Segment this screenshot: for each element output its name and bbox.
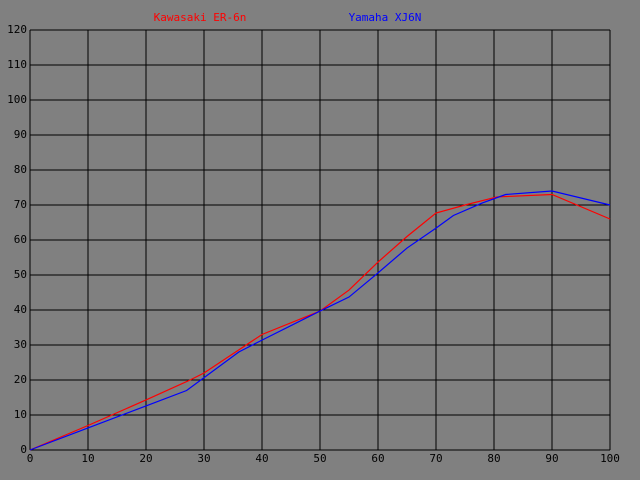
line: [29, 190, 611, 451]
y-tick-label: 100: [7, 93, 27, 106]
x-tick-label: 20: [139, 452, 152, 465]
legend-entry: Kawasaki ER-6n: [154, 11, 247, 24]
y-tick-label: 0: [20, 443, 27, 456]
x-tick-label: 70: [429, 452, 442, 465]
line: [29, 193, 611, 451]
y-tick-label: 60: [14, 233, 27, 246]
y-tick-label: 120: [7, 23, 27, 36]
y-tick-label: 110: [7, 58, 27, 71]
x-tick-label: 50: [313, 452, 326, 465]
y-tick-label: 20: [14, 373, 27, 386]
x-tick-label: 80: [487, 452, 500, 465]
x-tick-label: 0: [27, 452, 34, 465]
y-tick-label: 30: [14, 338, 27, 351]
y-tick-label: 70: [14, 198, 27, 211]
y-tick-label: 50: [14, 268, 27, 281]
y-tick-label: 40: [14, 303, 27, 316]
x-tick-label: 90: [545, 452, 558, 465]
x-tick-label: 100: [600, 452, 620, 465]
x-tick-label: 60: [371, 452, 384, 465]
y-tick-label: 90: [14, 128, 27, 141]
x-tick-label: 10: [81, 452, 94, 465]
y-tick-label: 80: [14, 163, 27, 176]
x-tick-label: 30: [197, 452, 210, 465]
y-tick-label: 10: [14, 408, 27, 421]
x-tick-label: 40: [255, 452, 268, 465]
legend-entry: Yamaha XJ6N: [349, 11, 422, 24]
